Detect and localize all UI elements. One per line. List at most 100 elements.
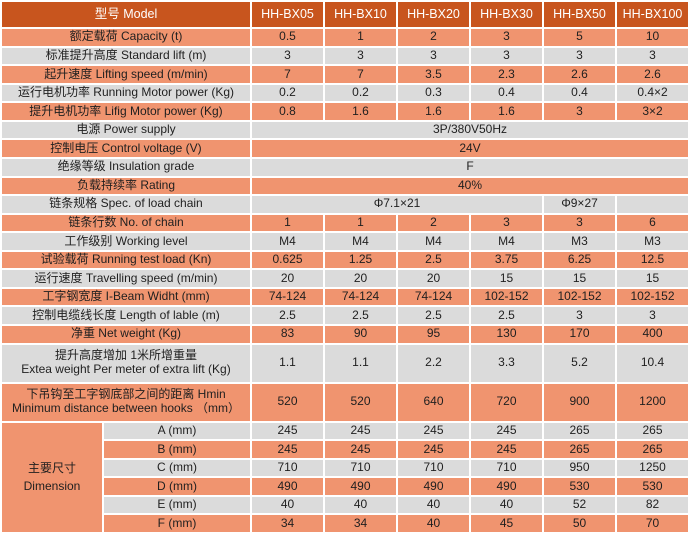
spec-row: 绝缘等级 Insulation grade F xyxy=(2,158,688,176)
value-cell: 0.2 xyxy=(325,84,396,102)
value-cell: 530 xyxy=(544,478,615,495)
row-label: 链条行数 No. of chain xyxy=(2,214,250,232)
value-cell: 520 xyxy=(325,383,396,421)
spec-row: 下吊钩至工字钢底部之间的距离 Hmin Minimum distance betw… xyxy=(2,383,688,421)
value-cell: 34 xyxy=(252,515,323,532)
value-cell: 3 xyxy=(471,29,542,46)
value-cell: M4 xyxy=(325,233,396,250)
merged-value-cell: F xyxy=(252,158,688,176)
value-cell: 7 xyxy=(252,66,323,83)
value-cell: 490 xyxy=(325,478,396,495)
model-column-header: HH-BX30 xyxy=(471,2,542,27)
value-cell: 3.5 xyxy=(398,66,469,83)
dimension-group-label-line: Dimension xyxy=(23,479,81,494)
dimension-sub-label: A (mm) xyxy=(104,422,250,440)
row-label: 负载持续率 Rating xyxy=(2,177,250,195)
value-cell: 6 xyxy=(617,214,688,232)
value-cell: 3 xyxy=(544,47,615,65)
model-column-header: HH-BX100 xyxy=(617,2,688,27)
value-cell: 40 xyxy=(252,496,323,514)
value-cell: 0.4×2 xyxy=(617,84,688,102)
value-cell: 2.5 xyxy=(325,307,396,324)
value-cell: 710 xyxy=(398,459,469,477)
row-label: 提升电机功率 Lifig Motor power (Kg) xyxy=(2,103,250,120)
value-cell: 170 xyxy=(544,326,615,343)
dimension-sub-label: D (mm) xyxy=(104,478,250,495)
row-label: 工作级别 Working level xyxy=(2,233,250,250)
value-cell: 102-152 xyxy=(617,288,688,306)
value-cell: 40 xyxy=(398,496,469,514)
value-cell: 710 xyxy=(252,459,323,477)
value-cell: 2 xyxy=(398,29,469,46)
value-cell: 3 xyxy=(544,103,615,120)
value-cell: 2.5 xyxy=(398,307,469,324)
value-cell: M4 xyxy=(252,233,323,250)
value-cell: 245 xyxy=(252,441,323,458)
value-cell: 3 xyxy=(471,47,542,65)
spec-row: 起升速度 Lifting speed (m/min) 7 7 3.5 2.3 2.6 2.6 xyxy=(2,66,688,83)
value-cell: 720 xyxy=(471,383,542,421)
value-cell: 1.6 xyxy=(471,103,542,120)
value-cell: 102-152 xyxy=(544,288,615,306)
value-cell: 1.1 xyxy=(325,344,396,382)
value-cell: 74-124 xyxy=(252,288,323,306)
spec-row: 链条规格 Spec. of load chain Φ7.1×21 Φ9×27 xyxy=(2,196,688,213)
dimension-row: F (mm) 34 34 40 45 50 70 xyxy=(2,515,688,532)
model-column-header: HH-BX50 xyxy=(544,2,615,27)
value-cell: 245 xyxy=(325,422,396,440)
spec-row: 运行速度 Travelling speed (m/min) 20 20 20 15 15 1… xyxy=(2,270,688,287)
value-cell: 83 xyxy=(252,326,323,343)
value-cell: 1.1 xyxy=(252,344,323,382)
value-cell: 3 xyxy=(544,214,615,232)
value-cell: 40 xyxy=(398,515,469,532)
dimension-sub-label: B (mm) xyxy=(104,441,250,458)
value-cell: 265 xyxy=(617,422,688,440)
spec-row: 电源 Power supply 3P/380V50Hz xyxy=(2,121,688,139)
value-cell: 640 xyxy=(398,383,469,421)
value-cell: 74-124 xyxy=(398,288,469,306)
value-cell: 3 xyxy=(617,47,688,65)
merged-value-cell: 24V xyxy=(252,140,688,157)
value-cell: 1 xyxy=(252,214,323,232)
spec-row: 负载持续率 Rating 40% xyxy=(2,177,688,195)
value-cell: 3 xyxy=(252,47,323,65)
value-cell: 10.4 xyxy=(617,344,688,382)
value-cell: 90 xyxy=(325,326,396,343)
value-cell: 74-124 xyxy=(325,288,396,306)
row-label: 运行电机功率 Running Motor power (Kg) xyxy=(2,84,250,102)
value-cell: 1250 xyxy=(617,459,688,477)
spec-row: 标准提升高度 Standard lift (m) 3 3 3 3 3 3 xyxy=(2,47,688,65)
value-cell: 2.6 xyxy=(544,66,615,83)
row-label-line: 提升高度增加 1米所增重量 xyxy=(54,348,197,363)
value-cell: 3×2 xyxy=(617,103,688,120)
row-label-line: Extea weight Per meter of extra lift (Kg… xyxy=(21,362,231,377)
value-cell: 950 xyxy=(544,459,615,477)
value-cell: 0.625 xyxy=(252,251,323,269)
value-cell: 52 xyxy=(544,496,615,514)
value-cell: 40 xyxy=(471,496,542,514)
model-column-header: HH-BX10 xyxy=(325,2,396,27)
value-cell: 400 xyxy=(617,326,688,343)
model-header-row: 型号 Model HH-BX05 HH-BX10 HH-BX20 HH-BX30 HH-B… xyxy=(2,2,688,27)
model-column-header: HH-BX05 xyxy=(252,2,323,27)
spec-row: 工字钢宽度 I-Beam Widht (mm) 74-124 74-124 74-12… xyxy=(2,288,688,306)
value-cell: 710 xyxy=(471,459,542,477)
row-label: 绝缘等级 Insulation grade xyxy=(2,158,250,176)
row-label: 电源 Power supply xyxy=(2,121,250,139)
row-label: 起升速度 Lifting speed (m/min) xyxy=(2,66,250,83)
dimension-sub-label: F (mm) xyxy=(104,515,250,532)
value-cell: 7 xyxy=(325,66,396,83)
spec-row: 额定载荷 Capacity (t) 0.5 1 2 3 5 10 xyxy=(2,29,688,46)
value-cell: 1200 xyxy=(617,383,688,421)
value-cell: 3 xyxy=(325,47,396,65)
spec-row: 链条行数 No. of chain 1 1 2 3 3 6 xyxy=(2,214,688,232)
value-cell: 102-152 xyxy=(471,288,542,306)
value-cell: 490 xyxy=(471,478,542,495)
value-cell: 0.4 xyxy=(544,84,615,102)
value-cell: M3 xyxy=(544,233,615,250)
row-label: 净重 Net weight (Kg) xyxy=(2,326,250,343)
row-label: 运行速度 Travelling speed (m/min) xyxy=(2,270,250,287)
value-cell: 0.3 xyxy=(398,84,469,102)
value-cell: 3.3 xyxy=(471,344,542,382)
